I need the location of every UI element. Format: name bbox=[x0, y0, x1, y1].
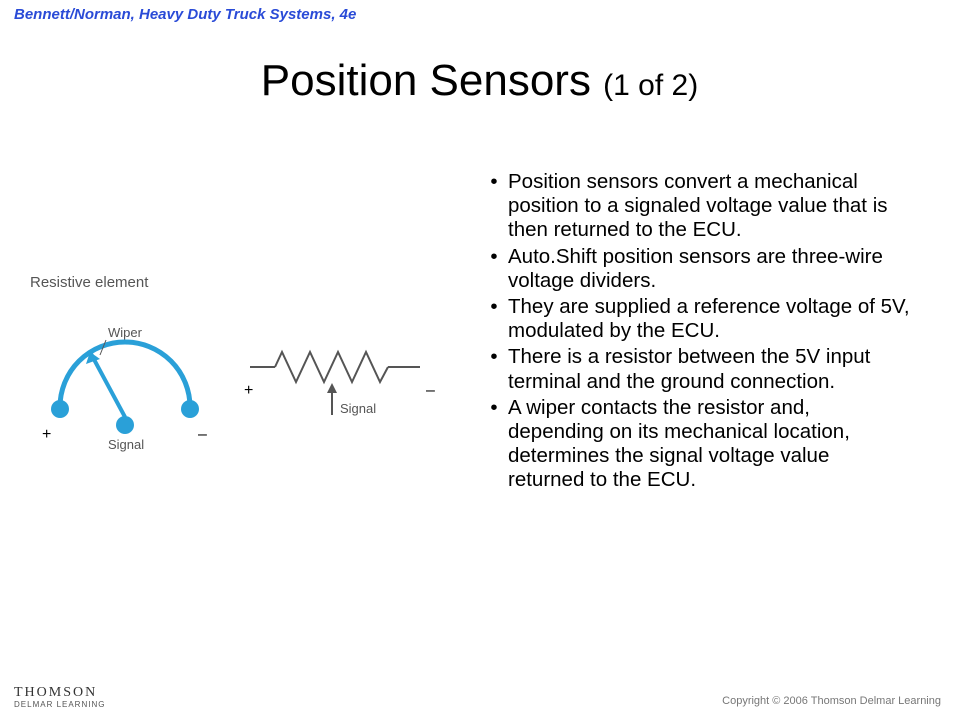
sensor-schematic-svg: Wiper + Signal – bbox=[30, 297, 470, 467]
terminal-plus bbox=[51, 400, 69, 418]
textbook-source: Bennett/Norman, Heavy Duty Truck Systems… bbox=[14, 6, 356, 23]
publisher-logo: THOMSON DELMAR LEARNING bbox=[14, 685, 105, 709]
wiper-label: Wiper bbox=[108, 325, 143, 340]
rotary-minus-label: – bbox=[198, 426, 207, 443]
bullet-list: Position sensors convert a mechanical po… bbox=[480, 170, 910, 492]
position-sensor-diagram: Resistive element Wiper bbox=[30, 274, 470, 467]
linear-minus-label: – bbox=[426, 382, 435, 399]
diagram-column: Resistive element Wiper bbox=[0, 170, 480, 640]
linear-plus-label: + bbox=[244, 382, 253, 399]
content-row: Resistive element Wiper bbox=[0, 170, 959, 640]
signal-arrow-head bbox=[327, 383, 337, 393]
linear-signal-label: Signal bbox=[340, 401, 376, 416]
wiper-arm bbox=[90, 352, 125, 417]
title-subcount: (1 of 2) bbox=[603, 69, 698, 102]
linear-resistor bbox=[275, 352, 388, 382]
bullet-text: They are supplied a reference voltage of… bbox=[508, 295, 910, 343]
terminal-signal bbox=[116, 416, 134, 434]
slide: Bennett/Norman, Heavy Duty Truck Systems… bbox=[0, 0, 959, 719]
list-item: Auto.Shift position sensors are three-wi… bbox=[480, 245, 910, 293]
list-item: There is a resistor between the 5V input… bbox=[480, 345, 910, 393]
bullet-text: Position sensors convert a mechanical po… bbox=[508, 170, 910, 243]
bullet-text: A wiper contacts the resistor and, depen… bbox=[508, 396, 910, 493]
diagram-caption: Resistive element bbox=[30, 274, 470, 291]
bullets-column: Position sensors convert a mechanical po… bbox=[480, 170, 940, 640]
rotary-plus-label: + bbox=[42, 426, 51, 443]
rotary-pot: Wiper + Signal – bbox=[42, 325, 207, 452]
copyright-text: Copyright © 2006 Thomson Delmar Learning bbox=[722, 695, 941, 707]
title-main: Position Sensors bbox=[261, 56, 603, 105]
rotary-signal-label: Signal bbox=[108, 437, 144, 452]
list-item: They are supplied a reference voltage of… bbox=[480, 295, 910, 343]
linear-pot: Signal + – bbox=[244, 352, 435, 416]
list-item: A wiper contacts the resistor and, depen… bbox=[480, 396, 910, 493]
list-item: Position sensors convert a mechanical po… bbox=[480, 170, 910, 243]
terminal-minus bbox=[181, 400, 199, 418]
slide-title: Position Sensors (1 of 2) bbox=[0, 56, 959, 106]
bullet-text: There is a resistor between the 5V input… bbox=[508, 345, 910, 393]
brand-top: THOMSON bbox=[14, 685, 105, 701]
bullet-text: Auto.Shift position sensors are three-wi… bbox=[508, 245, 910, 293]
resistive-arc bbox=[60, 342, 190, 407]
brand-sub: DELMAR LEARNING bbox=[14, 700, 105, 709]
